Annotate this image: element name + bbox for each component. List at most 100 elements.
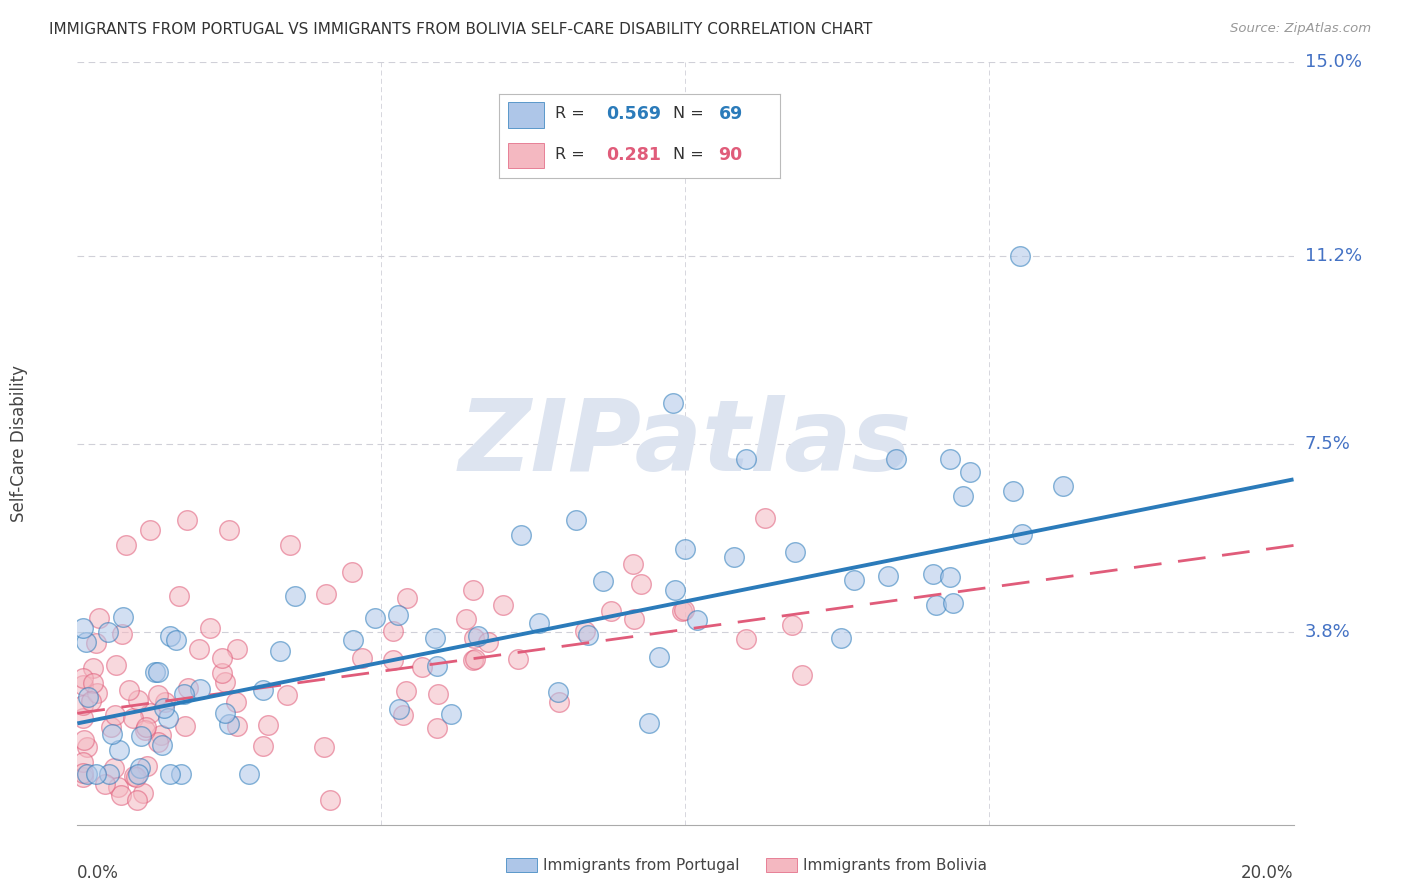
Point [76,767,98,781]
Text: 69: 69 [718,105,742,123]
Point [942,596,965,610]
Point [364,610,387,624]
Point [342,632,364,647]
Text: 0.281: 0.281 [606,145,661,163]
Point [86,686,108,700]
Point [111,610,134,624]
Point [84,636,107,650]
Point [101,726,124,740]
Point [117,683,139,698]
Text: IMMIGRANTS FROM PORTUGAL VS IMMIGRANTS FROM BOLIVIA SELF-CARE DISABILITY CORRELA: IMMIGRANTS FROM PORTUGAL VS IMMIGRANTS F… [49,22,873,37]
Point [173,687,195,701]
Point [176,513,198,527]
Point [565,513,588,527]
Text: 15.0%: 15.0% [1305,54,1361,71]
Point [440,706,463,721]
Point [153,700,176,714]
Text: 7.5%: 7.5% [1305,434,1351,453]
Point [1001,484,1024,499]
Point [188,641,211,656]
Point [754,511,776,525]
Point [103,761,125,775]
Point [252,682,274,697]
Text: Self-Care Disability: Self-Care Disability [10,365,28,523]
Point [127,692,149,706]
Point [454,612,477,626]
Point [461,653,484,667]
Point [111,627,134,641]
Point [392,707,415,722]
Point [426,658,449,673]
Point [72,755,94,769]
Text: N =: N = [673,106,710,121]
Point [127,767,149,781]
Point [685,613,707,627]
Point [82,676,104,690]
Point [131,729,153,743]
Point [173,719,195,733]
Point [146,665,169,679]
Point [463,631,485,645]
Point [72,766,94,780]
Point [411,660,433,674]
Point [723,549,745,564]
Point [876,569,898,583]
Point [87,611,110,625]
Point [461,583,484,598]
Text: Source: ZipAtlas.com: Source: ZipAtlas.com [1230,22,1371,36]
Text: N =: N = [673,147,710,162]
Point [269,643,291,657]
Point [673,541,696,556]
Point [135,720,157,734]
Point [139,706,162,721]
Point [319,793,342,807]
Point [510,528,533,542]
Point [155,695,177,709]
Text: 3.8%: 3.8% [1305,623,1350,640]
Point [238,767,260,781]
Point [939,451,962,466]
Text: 0.569: 0.569 [606,105,661,123]
Point [75,634,97,648]
Point [1052,479,1074,493]
Point [143,665,166,679]
Point [630,577,652,591]
Point [939,569,962,583]
Point [72,678,94,692]
Point [284,589,307,603]
Point [104,707,127,722]
Point [76,740,98,755]
Point [637,716,659,731]
Point [388,702,411,716]
Point [107,780,129,794]
Point [146,734,169,748]
Point [340,565,363,579]
Point [134,723,156,738]
Point [72,671,94,685]
Point [548,694,571,708]
Point [98,767,121,781]
Text: R =: R = [555,106,591,121]
Point [72,621,94,635]
Point [734,632,756,646]
Point [506,652,529,666]
Point [77,690,100,704]
Point [108,742,131,756]
Text: Immigrants from Bolivia: Immigrants from Bolivia [803,858,987,872]
Point [387,608,409,623]
Point [276,688,298,702]
Point [218,717,240,731]
Point [425,631,447,645]
Point [136,758,159,772]
Point [314,740,336,755]
Point [93,777,115,791]
Text: 11.2%: 11.2% [1305,247,1362,265]
Point [547,684,569,698]
Point [467,629,489,643]
Point [574,624,596,638]
Point [662,396,685,410]
Point [170,767,193,781]
Point [427,687,450,701]
Point [600,604,623,618]
Point [159,629,181,643]
